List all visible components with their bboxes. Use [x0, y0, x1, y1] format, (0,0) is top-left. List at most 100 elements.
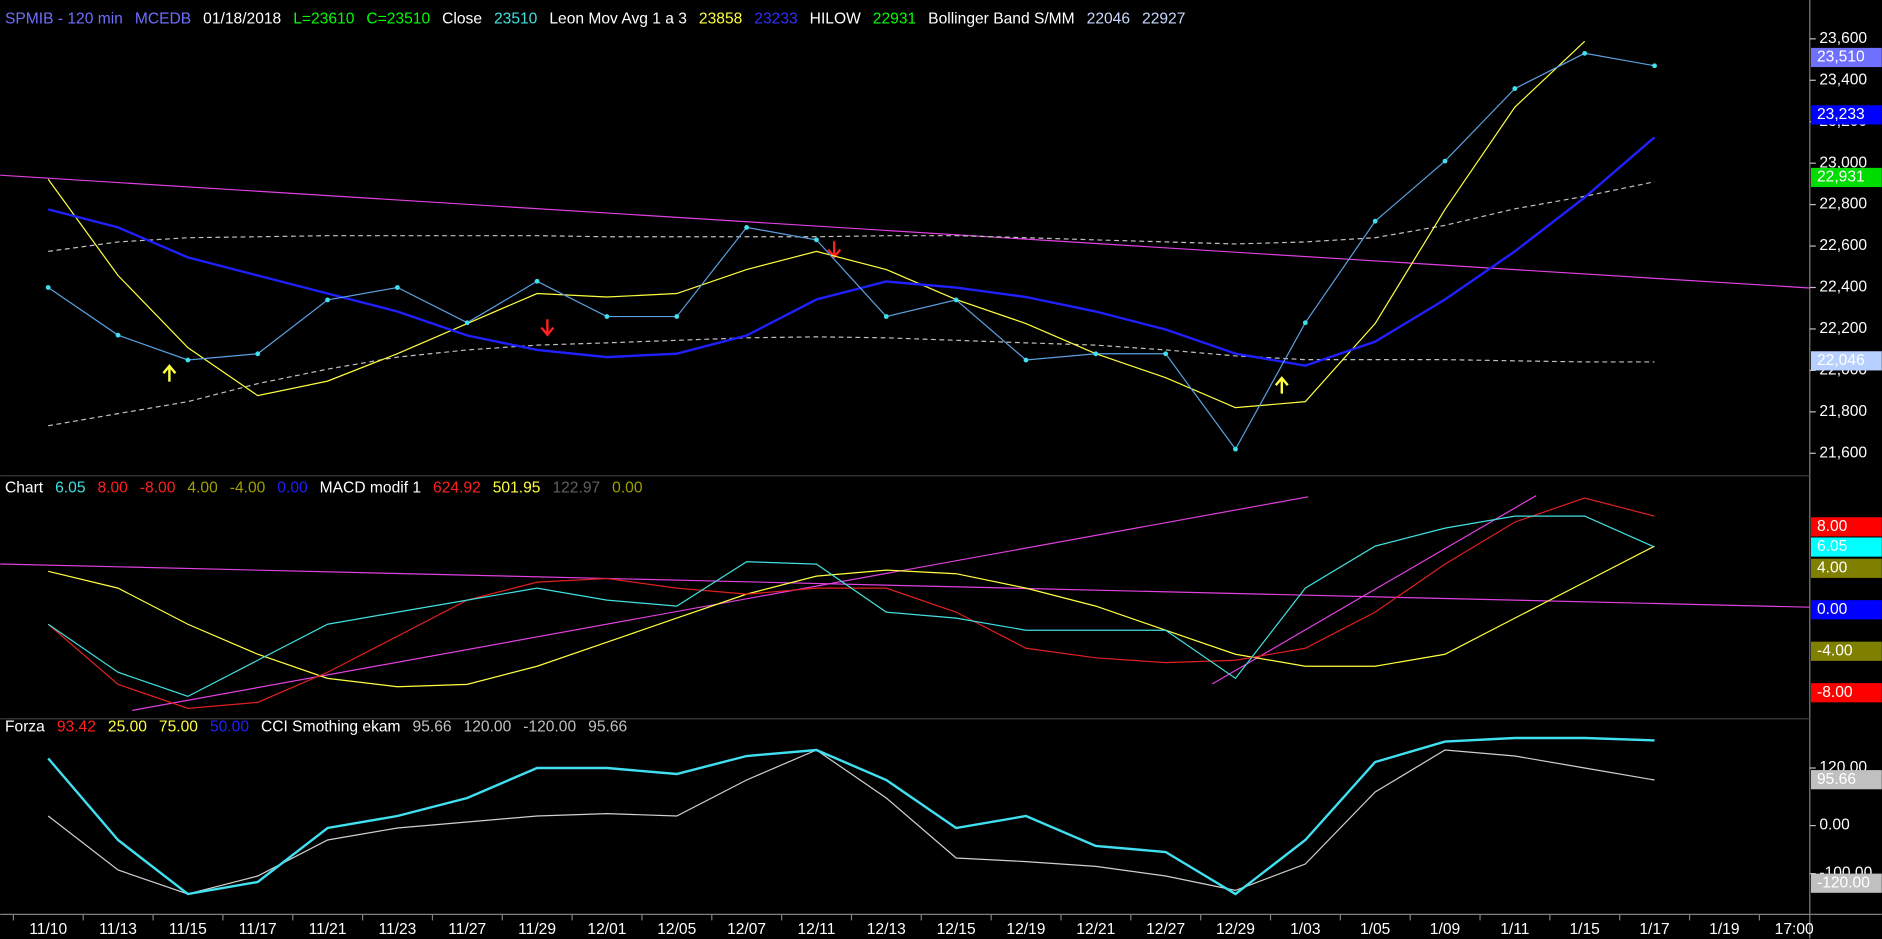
series-line [47, 736, 1655, 896]
x-tick-label: 11/23 [378, 921, 416, 938]
header-label: Leon Mov Avg 1 a 3 [549, 10, 687, 27]
y-tick-label: 22,400 [1819, 279, 1867, 296]
price-tag [1811, 105, 1882, 125]
close-point [1372, 218, 1378, 224]
header-label: 22931 [873, 10, 916, 27]
price-tag-label: 6.05 [1817, 538, 1848, 555]
x-tick-label: 1/03 [1290, 921, 1320, 938]
price-tag-label: -120.00 [1817, 874, 1870, 891]
price-tag-label: 23,510 [1817, 49, 1865, 66]
x-tick-label: 12/27 [1146, 921, 1185, 938]
close-point [1442, 158, 1448, 164]
header-label: -8.00 [140, 480, 176, 497]
close-point [883, 314, 889, 319]
header-label: MCEDB [135, 10, 191, 27]
header-label: C=23510 [366, 10, 430, 27]
y-tick-label: 22,800 [1819, 196, 1867, 213]
x-tick-label: 12/21 [1076, 921, 1115, 938]
x-tick-label: 11/17 [239, 921, 277, 938]
sell-arrow [827, 241, 842, 259]
price-tag [1811, 683, 1882, 703]
buy-arrow [162, 364, 177, 382]
price-tag [1811, 770, 1882, 790]
x-tick-label: 11/15 [169, 921, 207, 938]
y-tick-label: 23,600 [1819, 30, 1867, 47]
x-tick-label: 11/13 [99, 921, 137, 938]
price-tag [1811, 537, 1882, 557]
x-tick-label: 1/09 [1430, 921, 1460, 938]
close-point [534, 278, 540, 284]
close-point [185, 357, 191, 363]
x-tick-label: 12/19 [1006, 921, 1045, 938]
x-tick-label: 12/11 [798, 921, 836, 938]
header-label: 122.97 [552, 480, 600, 497]
close-point [953, 297, 959, 303]
series-line [47, 136, 1656, 367]
header-label: Bollinger Band S/MM [928, 10, 1074, 27]
price-tag-label: 22,931 [1817, 169, 1865, 186]
header-label: 624.92 [433, 480, 481, 497]
header-label: 0.00 [277, 480, 308, 497]
y-tick-label: 21,600 [1819, 444, 1867, 461]
x-tick-label: 1/19 [1709, 921, 1739, 938]
close-point [814, 237, 819, 243]
price-tag [1811, 47, 1882, 68]
header-label: 95.66 [588, 718, 627, 735]
series-line [48, 181, 1655, 252]
header-label: 8.00 [97, 480, 128, 497]
price-tag-label: -8.00 [1817, 684, 1853, 701]
x-tick-label: 11/27 [448, 921, 486, 938]
price-tag [1811, 167, 1882, 188]
x-tick-label: 12/13 [867, 921, 906, 938]
x-tick-label: 1/17 [1639, 921, 1669, 938]
price-tag [1811, 558, 1882, 578]
y-tick-label: 0.00 [1819, 817, 1850, 834]
header-label: -4.00 [230, 480, 266, 497]
series-line [48, 336, 1655, 427]
x-tick-label: 12/05 [657, 921, 696, 938]
close-point [1023, 357, 1029, 363]
x-tick-label: 12/07 [727, 921, 766, 938]
header-label: 23858 [699, 10, 742, 27]
header-label: L=23610 [293, 10, 354, 27]
header-label: SPMIB - 120 min [5, 10, 123, 27]
price-tag [1811, 873, 1882, 893]
x-tick-label: 12/15 [937, 921, 976, 938]
header-label: 0.00 [612, 480, 643, 497]
header-label: MACD modif 1 [320, 480, 421, 497]
price-tag-label: -4.00 [1817, 642, 1853, 659]
x-tick-label: 1/15 [1570, 921, 1601, 938]
price-tag-label: 95.66 [1817, 771, 1856, 788]
price-tag [1811, 517, 1882, 537]
y-tick-label: 22,600 [1819, 237, 1867, 254]
close-point [744, 225, 749, 230]
close-point [1233, 446, 1238, 452]
price-tag [1811, 641, 1882, 661]
price-tag-label: 0.00 [1817, 601, 1848, 618]
header-label: Chart [5, 480, 44, 497]
price-tag [1811, 351, 1882, 371]
header-label: 23233 [754, 10, 797, 27]
series-line [47, 749, 1655, 895]
series-line [47, 52, 1655, 451]
series-line [47, 40, 1586, 409]
header-label: 50.00 [210, 718, 249, 735]
y-tick-label: 23,400 [1819, 71, 1867, 88]
x-tick-label: 1/11 [1500, 921, 1529, 938]
header-label: 93.42 [57, 718, 96, 735]
close-point [255, 351, 261, 357]
price-tag [1811, 600, 1882, 620]
x-tick-label: 11/29 [518, 921, 556, 938]
header-label: 22927 [1142, 10, 1185, 27]
close-point [1302, 320, 1308, 326]
x-tick-label: 17:00 [1775, 921, 1814, 938]
trendline [1211, 495, 1537, 685]
header-label: 6.05 [55, 480, 86, 497]
sell-arrow [540, 319, 555, 337]
y-tick-label: 22,200 [1819, 320, 1867, 337]
header-label: HILOW [810, 10, 861, 27]
header-label: 75.00 [159, 718, 198, 735]
series-line [48, 545, 1655, 688]
buy-arrow [1274, 376, 1289, 394]
